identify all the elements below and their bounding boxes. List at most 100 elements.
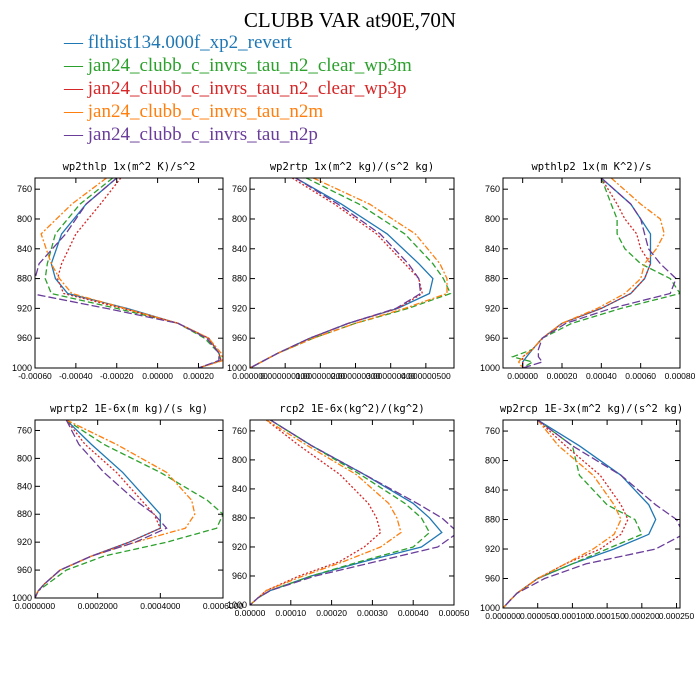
panel-title: wp2rcp 1E-3x(m^2 kg)/(s^2 kg) <box>500 403 683 415</box>
panel-title: wp2rtp 1x(m^2 kg)/(s^2 kg) <box>270 161 434 173</box>
y-tick-label: 800 <box>17 214 32 224</box>
series-line-4 <box>250 420 402 605</box>
x-tick-label: 0.0002000 <box>78 601 118 611</box>
series-line-1 <box>250 178 434 368</box>
y-tick-label: 760 <box>17 425 32 435</box>
y-tick-label: 920 <box>17 537 32 547</box>
legend-item-2: — jan24_clubb_c_invrs_tau_n2_clear_wp3m <box>64 54 412 77</box>
legend-label-1: flthist134.000f_xp2_revert <box>87 32 292 53</box>
plot-frame <box>249 419 455 606</box>
y-tick-label: 960 <box>232 571 247 581</box>
y-tick-label: 920 <box>17 303 32 313</box>
y-tick-label: 960 <box>485 333 500 343</box>
x-tick-label: 0.00080 <box>665 371 696 381</box>
y-tick-label: 840 <box>17 481 32 491</box>
series-line-2 <box>44 178 222 368</box>
series-line-4 <box>40 178 223 368</box>
legend-swatch-4: — <box>64 101 88 122</box>
y-tick-label: 1000 <box>12 593 32 603</box>
legend-label-5: jan24_clubb_c_invrs_tau_n2p <box>87 124 318 145</box>
x-tick-label: -0.00040 <box>59 371 93 381</box>
y-tick-label: 880 <box>485 515 500 525</box>
y-tick-label: 840 <box>232 244 247 254</box>
legend-swatch-3: — <box>64 78 88 99</box>
x-tick-label: 0.000100 <box>555 611 591 621</box>
legend-item-1: — flthist134.000f_xp2_revert <box>64 31 412 54</box>
x-tick-label: 0.00030 <box>357 608 388 618</box>
y-tick-label: 760 <box>232 426 247 436</box>
x-tick-label: 0.000000300 <box>331 371 381 381</box>
x-tick-label: 0.0006000 <box>203 601 243 611</box>
panel-title: rcp2 1E-6x(kg^2)/(kg^2) <box>279 403 424 415</box>
legend-item-3: — jan24_clubb_c_invrs_tau_n2_clear_wp3p <box>64 77 412 100</box>
panel-3: wpthlp2 1x(m K^2)/s 760 800 840 880 920 960 100… <box>480 161 696 381</box>
legend-item-5: — jan24_clubb_c_invrs_tau_n2p <box>64 123 412 146</box>
legend-label-3: jan24_clubb_c_invrs_tau_n2_clear_wp3p <box>87 78 407 99</box>
figure-title: CLUBB VAR at90E,70N <box>243 8 457 32</box>
plot-frame <box>34 177 224 369</box>
plot-frame <box>34 419 224 599</box>
x-tick-label: 0.000000200 <box>296 371 346 381</box>
x-tick-label: 0.00060 <box>625 371 656 381</box>
x-tick-label: 0.000000 <box>232 371 268 381</box>
legend-label-4: jan24_clubb_c_invrs_tau_n2m <box>87 101 324 122</box>
x-tick-label: 0.00040 <box>398 608 429 618</box>
y-tick-label: 800 <box>17 453 32 463</box>
legend-swatch-2: — <box>64 55 88 76</box>
panel-2: wp2rtp 1x(m^2 kg)/(s^2 kg) 760 800 840 880 92… <box>227 161 455 381</box>
panel-5: rcp2 1E-6x(kg^2)/(kg^2) 760 800 840 880 920 96… <box>227 403 470 618</box>
x-tick-label: 0.00010 <box>275 608 306 618</box>
series-line-4 <box>250 178 448 368</box>
series-line-5 <box>522 178 677 368</box>
y-tick-label: 840 <box>232 484 247 494</box>
y-tick-label: 920 <box>485 303 500 313</box>
x-tick-label: 0.000000400 <box>366 371 416 381</box>
y-tick-label: 880 <box>485 274 500 284</box>
y-tick-label: 880 <box>17 509 32 519</box>
panel-title: wprtp2 1E-6x(m kg)/(s kg) <box>50 403 208 415</box>
series-line-5 <box>503 420 680 608</box>
plot-frame <box>502 177 681 369</box>
legend-swatch-1: — <box>64 32 88 53</box>
y-tick-label: 760 <box>485 184 500 194</box>
y-tick-label: 800 <box>485 456 500 466</box>
legend-swatch-5: — <box>64 124 88 145</box>
series-line-3 <box>250 178 424 368</box>
x-tick-label: 0.000000 <box>485 611 521 621</box>
x-tick-label: 0.000150 <box>589 611 625 621</box>
series-line-5 <box>35 178 220 368</box>
legend: — flthist134.000f_xp2_revert — jan24_clu… <box>64 31 412 146</box>
y-tick-label: 800 <box>232 455 247 465</box>
y-tick-label: 1000 <box>480 603 500 613</box>
x-tick-label: -0.00060 <box>18 371 52 381</box>
x-tick-label: 0.00000 <box>235 608 266 618</box>
x-tick-label: -0.00020 <box>100 371 134 381</box>
y-tick-label: 880 <box>232 513 247 523</box>
series-line-3 <box>35 420 162 598</box>
series-line-4 <box>503 420 622 608</box>
y-tick-label: 960 <box>17 333 32 343</box>
x-tick-label: 0.00040 <box>586 371 617 381</box>
y-tick-label: 920 <box>485 544 500 554</box>
legend-label-2: jan24_clubb_c_invrs_tau_n2_clear_wp3m <box>87 55 412 76</box>
y-tick-label: 1000 <box>227 600 247 610</box>
series-line-3 <box>522 178 652 368</box>
series-line-2 <box>250 178 452 368</box>
y-tick-label: 840 <box>17 244 32 254</box>
y-tick-label: 880 <box>17 274 32 284</box>
panel-title: wpthlp2 1x(m K^2)/s <box>531 161 651 173</box>
series-line-4 <box>517 178 665 368</box>
x-tick-label: 0.000050 <box>520 611 556 621</box>
y-tick-label: 760 <box>17 184 32 194</box>
y-tick-label: 800 <box>485 214 500 224</box>
series-line-3 <box>56 178 222 368</box>
panel-1: wp2thlp 1x(m^2 K)/s^2 760 800 840 880 920 960 1… <box>12 161 224 381</box>
x-tick-label: 0.000000500 <box>401 371 451 381</box>
y-tick-label: 1000 <box>480 363 500 373</box>
x-tick-label: 0.000200 <box>624 611 660 621</box>
y-tick-label: 880 <box>232 274 247 284</box>
series-line-2 <box>503 420 643 608</box>
x-tick-label: 0.00020 <box>316 608 347 618</box>
y-tick-label: 840 <box>485 244 500 254</box>
